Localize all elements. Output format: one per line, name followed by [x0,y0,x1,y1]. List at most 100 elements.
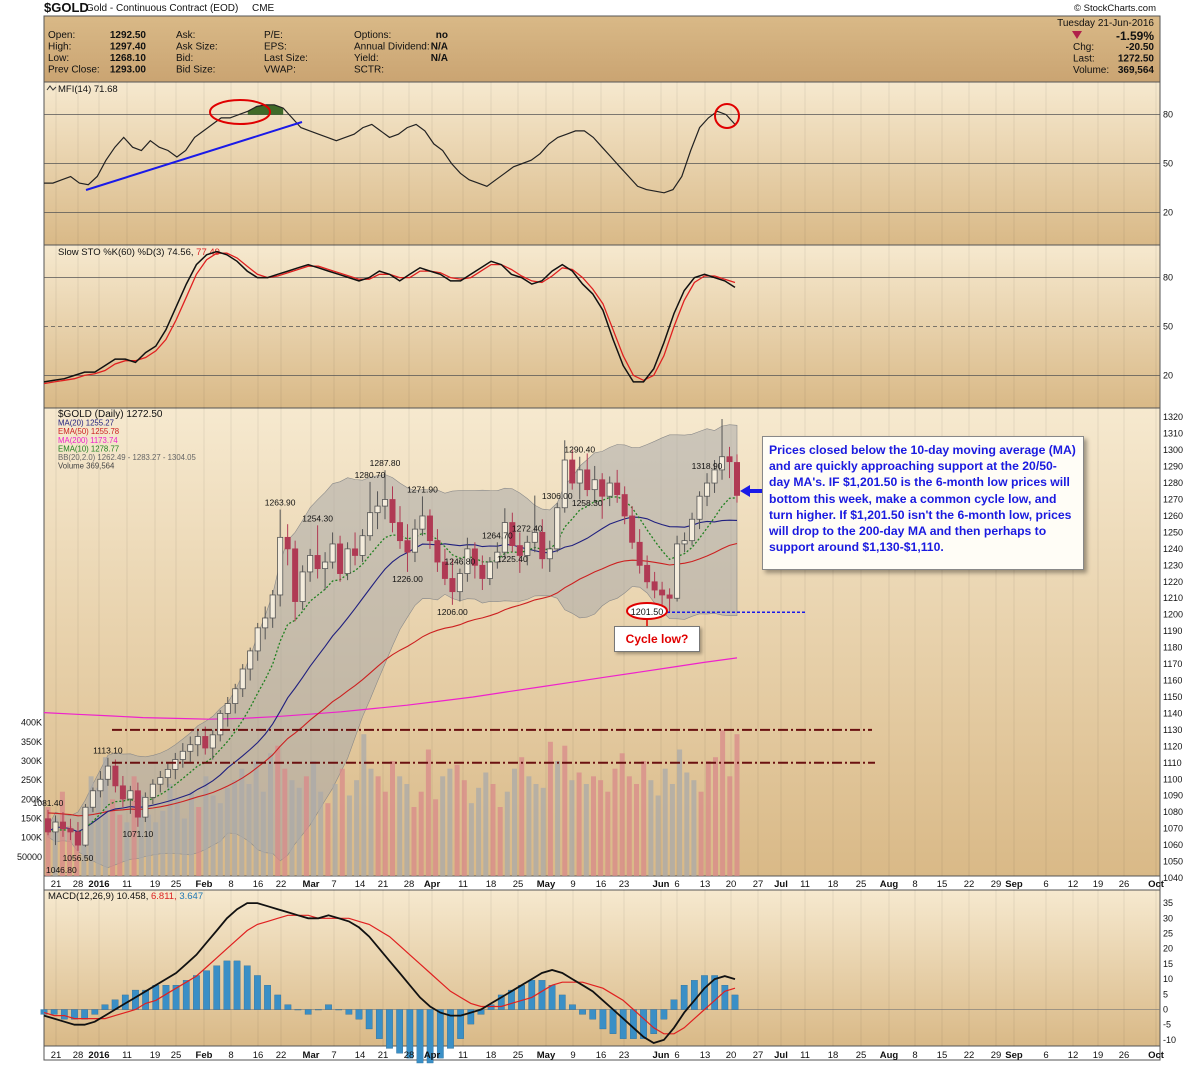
x-tick-label: 27 [753,879,764,890]
ema50-line [47,542,738,817]
volume-bar [382,791,388,876]
brand-label[interactable]: © StockCharts.com [1074,3,1156,14]
macd-histogram-bar [457,1009,464,1039]
candle-body [254,627,261,652]
macd-histogram-bar [375,1009,383,1039]
x-tick-label: 2016 [88,1050,109,1061]
candle-body [696,495,703,520]
x-tick-label: 23 [619,1050,630,1061]
macd-tick-label: 25 [1163,929,1173,939]
volume-bar [160,810,166,876]
macd-histogram-bar [447,1009,454,1049]
candle-body [411,528,418,553]
mfi-legend: MFI(14) 71.68 [58,84,118,95]
x-tick-label: Apr [424,879,441,890]
volume-bar [346,795,352,876]
price-tick-label: 1300 [1163,445,1183,455]
candle-body [389,499,396,523]
volume-bar [361,734,367,876]
macd-histogram-bar [294,1009,302,1011]
quote-summary: Open: 1292.50 High: 1297.40 Low: 1268.10 Prev … [48,18,1154,76]
volume-bar [497,807,503,876]
price-tick-label: 1190 [1163,626,1182,636]
macd-histogram-bar [132,989,139,1010]
quote-label: Annual Dividend: [354,42,430,53]
candle-body [74,831,81,846]
volume-bar [368,768,374,876]
x-tick-label: 18 [828,879,839,890]
candle-body [97,778,104,792]
x-tick-label: 21 [51,1050,62,1061]
macd-histogram-bar [254,975,261,1010]
macd-histogram-bar [172,985,180,1010]
macd-histogram-bar [203,970,210,1010]
quote-date: Tuesday 21-Jun-2016 [1057,18,1154,29]
x-tick-label: 26 [1119,1050,1130,1061]
price-tick-label: 1080 [1163,807,1183,817]
mfi-tick-label: 50 [1163,159,1173,169]
x-tick-label: Sep [1005,879,1023,890]
x-tick-label: 29 [991,879,1002,890]
quote-label: Volume: [1073,65,1109,76]
macd-histogram-bar [142,989,149,1010]
x-tick-label: Jun [653,879,670,890]
symbol-title: $GOLD [44,0,89,15]
macd-histogram-bar [162,985,170,1010]
macd-histogram-bar [40,1009,48,1015]
candle-body [734,462,741,496]
macd-histogram-bar [701,975,708,1010]
candle-body [636,541,643,566]
quote-label: Chg: [1073,42,1094,53]
volume-bar [641,761,647,876]
price-tick-label: 1170 [1163,659,1182,669]
candle-body [524,541,531,556]
volume-bar [648,780,654,876]
candle-body [187,744,194,752]
candle-body [164,768,171,779]
x-tick-label: 25 [171,879,182,890]
macd-histogram-bar [193,975,200,1010]
price-point-label: 1258.30 [572,498,603,508]
candle-body [599,479,606,497]
volume-bar [332,784,338,876]
x-tick-label: 28 [73,879,84,890]
x-tick-label: Oct [1148,879,1165,890]
candle-body [614,482,621,495]
exchange-label: CME [252,3,275,14]
x-tick-label: 9 [570,1050,575,1061]
price-point-label: 1271.90 [407,484,438,494]
candle-body [651,581,658,591]
volume-bar [555,761,561,876]
price-point-label: 1046.80 [46,865,77,875]
volume-bar [727,776,733,876]
macd-tick-label: -5 [1163,1020,1171,1030]
quote-col-pe-eps: P/E:EPS:Last Size:VWAP: [264,30,308,76]
quote-label: EPS: [264,42,287,53]
price-tick-label: 1110 [1163,758,1182,768]
x-tick-label: 25 [513,1050,524,1061]
price-tick-label: 1270 [1163,495,1183,505]
candle-body [352,548,359,556]
x-tick-label: 11 [800,879,810,890]
candle-body [539,532,546,560]
candle-body [202,736,209,749]
volume-bar [146,814,151,876]
candle-body [247,650,254,670]
volume-bar [533,784,539,876]
macd-histogram-bar [182,980,190,1010]
x-tick-label: 7 [331,1050,336,1061]
price-tick-label: 1090 [1163,791,1183,801]
price-tick-label: 1220 [1163,577,1183,587]
candle-body [674,543,681,599]
price-tick-label: 1290 [1163,462,1183,472]
quote-label: Last Size: [264,53,308,64]
volume-tick-label: 200K [21,794,42,804]
candle-body [179,750,186,760]
x-tick-label: 7 [331,879,336,890]
volume-bar [476,787,482,876]
macd-histogram-bar [50,1009,58,1015]
volume-tick-label: 250K [21,775,42,785]
x-tick-label: 23 [619,879,630,890]
macd-tick-label: 30 [1163,913,1173,923]
